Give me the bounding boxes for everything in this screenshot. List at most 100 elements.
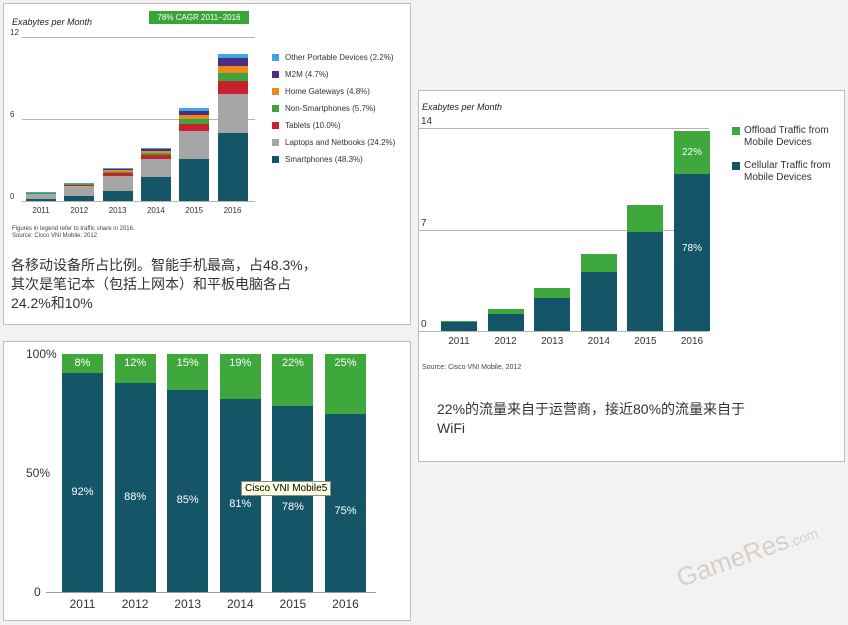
x-tick-label: 2016 <box>680 336 704 347</box>
legend-item: Other Portable Devices (2.2%) <box>272 53 394 62</box>
bar-value-label: 15% <box>176 357 199 369</box>
caption-1-line-1: 各移动设备所占比例。智能手机最高，占48.3%， <box>11 257 317 273</box>
bar-value-label: 8% <box>74 357 91 369</box>
bar-2016 <box>217 37 248 201</box>
x-tick-label: 2011 <box>448 336 470 347</box>
bar-segment <box>179 108 210 111</box>
bar-segment: 25% <box>325 354 366 414</box>
bar-2014 <box>140 37 171 201</box>
bar-segment <box>140 149 171 152</box>
bar-segment <box>534 297 571 331</box>
bar-segment <box>26 192 56 194</box>
bar-segment <box>627 232 664 331</box>
bar-segment <box>580 254 617 272</box>
legend-item: Offload Traffic from Mobile Devices <box>732 125 837 149</box>
legend-swatch <box>272 105 279 112</box>
bar-segment: 78% <box>272 406 314 592</box>
watermark: GameRes.com <box>672 514 821 594</box>
legend-item: Smartphones (48.3%) <box>272 155 363 164</box>
bar-segment <box>140 159 171 178</box>
x-tick-label: 2015 <box>185 206 204 215</box>
x-tick-label: 2015 <box>279 597 307 611</box>
legend-label: Smartphones (48.3%) <box>285 155 363 164</box>
legend-swatch <box>272 139 279 146</box>
bar-segment <box>102 168 133 169</box>
chart1-ylabel: Exabytes per Month <box>12 17 93 27</box>
caption-1: 各移动设备所占比例。智能手机最高，占48.3%， 其次是笔记本（包括上网本）和平… <box>11 256 317 313</box>
bar-segment <box>674 130 710 175</box>
y-tick-label: 50% <box>26 466 51 480</box>
bar-2015: 78% 22% <box>272 354 314 592</box>
bar-2012 <box>64 37 95 201</box>
bar-segment <box>217 73 248 82</box>
bar-segment <box>102 173 133 176</box>
bar-segment: 15% <box>167 354 209 390</box>
bar-segment: 75% <box>325 413 366 592</box>
legend-item: Tablets (10.0%) <box>272 121 341 130</box>
y-tick-label: 14 <box>421 116 433 127</box>
device-share-panel: Exabytes per Month 78% CAGR 2011–2016 Fi… <box>3 3 411 325</box>
bar-segment: 88% <box>114 382 156 592</box>
offload-traffic-panel: Exabytes per Month Source: Cisco VNI Mob… <box>418 90 845 462</box>
y-tick-label: 0 <box>421 319 427 330</box>
y-tick-label: 0 <box>10 192 15 201</box>
x-tick-label: 2014 <box>226 597 254 611</box>
bar-segment <box>140 177 171 201</box>
chart2-source: Source: Cisco VNI Mobile, 2012 <box>422 364 522 371</box>
legend-item: M2M (4.7%) <box>272 70 329 79</box>
legend-swatch <box>272 71 279 78</box>
bar-value-label: 88% <box>124 490 147 503</box>
legend-label: Cellular Traffic from Mobile Devices <box>744 160 831 183</box>
bar-value-label: 78% <box>281 501 304 514</box>
bar-segment <box>140 151 171 154</box>
legend-label: Other Portable Devices (2.2%) <box>285 53 394 62</box>
bar-segment <box>26 193 56 199</box>
bar-segment <box>217 94 248 133</box>
bar-segment <box>179 158 210 201</box>
bar-2016: 75% 25% <box>325 354 366 592</box>
y-tick-label: 0 <box>34 585 41 599</box>
bar-value-label: 12% <box>124 357 147 369</box>
bar-segment <box>441 320 477 323</box>
x-tick-label: 2012 <box>121 597 149 611</box>
legend-item: Laptops and Netbooks (24.2%) <box>272 138 395 147</box>
legend-swatch <box>732 127 740 135</box>
bar-segment <box>64 185 95 186</box>
y-tick-label: 12 <box>10 28 19 37</box>
bar-segment: 8% <box>62 354 103 374</box>
bar-segment <box>64 182 95 184</box>
chart2-ylabel: Exabytes per Month <box>422 102 503 112</box>
legend-swatch <box>272 156 279 163</box>
bar-segment <box>140 155 171 160</box>
bar-segment <box>217 54 248 59</box>
bar-segment <box>26 198 56 201</box>
bar-segment <box>102 171 133 174</box>
bar-segment <box>102 170 133 172</box>
caption-1-line-2: 其次是笔记本（包括上网本）和平板电脑各占 <box>11 276 291 292</box>
x-tick-label: 2014 <box>146 206 165 215</box>
x-tick-label: 2013 <box>108 206 127 215</box>
legend-swatch <box>732 162 740 170</box>
bar-segment <box>179 119 210 125</box>
bar-2014 <box>580 128 617 331</box>
x-tick-label: 2014 <box>587 336 610 347</box>
x-tick-label: 2016 <box>223 206 242 215</box>
legend-item: Non-Smartphones (5.7%) <box>272 104 376 113</box>
caption-2: 22%的流量来自于运营商，接近80%的流量来自于 WiFi <box>437 400 745 438</box>
bar-segment <box>64 183 95 185</box>
watermark-main: GameRes <box>672 524 793 594</box>
chart1-note: Figures in legend refer to traffic share… <box>12 226 135 232</box>
x-tick-label: 2016 <box>332 597 359 611</box>
bar-value-label: 25% <box>334 357 357 369</box>
bar-2013 <box>102 37 133 201</box>
percent-share-panel: 0 50% 100% 92% 8% 2011 88% 12% 2012 85% 15% 2013 81%… <box>3 341 411 621</box>
bar-segment <box>487 309 524 314</box>
gridline <box>419 331 709 332</box>
bar-value-label: 19% <box>229 357 252 369</box>
bar-segment <box>64 185 95 197</box>
x-tick-label: 2012 <box>70 206 89 215</box>
bar-segment <box>441 322 477 331</box>
caption-1-line-3: 24.2%和10% <box>11 295 93 311</box>
bar-segment <box>179 131 210 159</box>
bar-segment <box>102 175 133 191</box>
